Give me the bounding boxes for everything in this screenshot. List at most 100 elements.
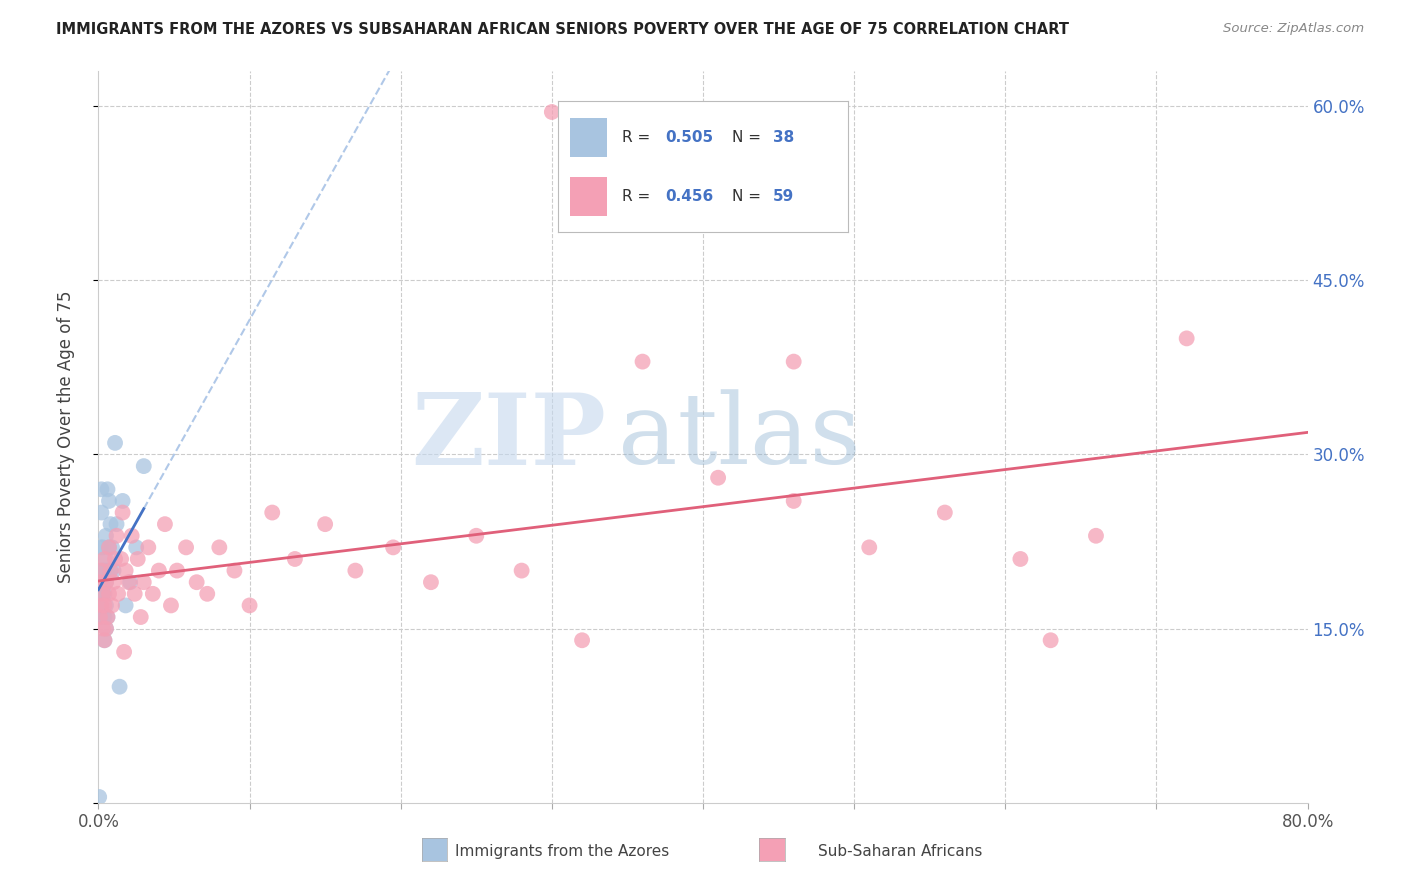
Point bbox=[90, 599, 112, 613]
Point bbox=[90, 506, 112, 520]
Point bbox=[104, 436, 127, 450]
Point bbox=[93, 599, 115, 613]
Point bbox=[93, 552, 115, 566]
Point bbox=[94, 622, 117, 636]
Point bbox=[344, 564, 367, 578]
Point bbox=[114, 599, 136, 613]
Point bbox=[121, 529, 143, 543]
Point bbox=[314, 517, 336, 532]
Point bbox=[90, 587, 112, 601]
Point bbox=[284, 552, 307, 566]
Point bbox=[1010, 552, 1032, 566]
Point bbox=[510, 564, 533, 578]
Point bbox=[89, 564, 111, 578]
Point bbox=[93, 564, 115, 578]
Point bbox=[136, 541, 159, 555]
Point bbox=[98, 494, 121, 508]
Point bbox=[1175, 331, 1198, 345]
Point bbox=[100, 517, 122, 532]
Point bbox=[104, 552, 127, 566]
Text: Source: ZipAtlas.com: Source: ZipAtlas.com bbox=[1223, 22, 1364, 36]
Point bbox=[90, 483, 112, 497]
Point bbox=[153, 517, 176, 532]
Point bbox=[108, 680, 131, 694]
Point bbox=[91, 575, 114, 590]
Point bbox=[96, 483, 118, 497]
Point bbox=[93, 610, 115, 624]
Point bbox=[262, 506, 284, 520]
Point bbox=[89, 599, 111, 613]
Point bbox=[103, 575, 125, 590]
Point bbox=[89, 610, 111, 624]
Point bbox=[90, 564, 112, 578]
Point bbox=[91, 622, 114, 636]
Point bbox=[124, 587, 146, 601]
Point bbox=[127, 552, 149, 566]
Point bbox=[107, 587, 129, 601]
Point bbox=[132, 575, 155, 590]
Text: Sub-Saharan Africans: Sub-Saharan Africans bbox=[818, 845, 981, 859]
Point bbox=[111, 506, 134, 520]
Point bbox=[100, 564, 122, 578]
Point bbox=[90, 541, 112, 555]
Point bbox=[160, 599, 183, 613]
Point bbox=[208, 541, 231, 555]
Point bbox=[129, 610, 152, 624]
Point bbox=[103, 564, 125, 578]
Point bbox=[465, 529, 488, 543]
Point bbox=[93, 633, 115, 648]
Point bbox=[100, 564, 122, 578]
Text: ZIP: ZIP bbox=[412, 389, 606, 485]
Point bbox=[89, 789, 111, 804]
Point bbox=[420, 575, 443, 590]
Point bbox=[239, 599, 262, 613]
Point bbox=[858, 541, 880, 555]
Point bbox=[89, 575, 111, 590]
Point bbox=[91, 587, 114, 601]
Point bbox=[93, 633, 115, 648]
Text: Immigrants from the Azores: Immigrants from the Azores bbox=[456, 845, 669, 859]
Point bbox=[98, 541, 121, 555]
Point bbox=[94, 575, 117, 590]
Point bbox=[94, 575, 117, 590]
Point bbox=[224, 564, 246, 578]
Point bbox=[98, 541, 121, 555]
Point bbox=[94, 599, 117, 613]
Point bbox=[112, 645, 135, 659]
Point bbox=[96, 564, 118, 578]
Point bbox=[101, 541, 124, 555]
Point bbox=[110, 552, 132, 566]
Point bbox=[571, 633, 593, 648]
Point bbox=[93, 587, 115, 601]
Point bbox=[114, 564, 136, 578]
Point bbox=[91, 587, 114, 601]
Point bbox=[120, 575, 142, 590]
Point bbox=[118, 575, 141, 590]
Point bbox=[707, 471, 730, 485]
Point bbox=[1039, 633, 1062, 648]
Point bbox=[540, 105, 562, 120]
Y-axis label: Seniors Poverty Over the Age of 75: Seniors Poverty Over the Age of 75 bbox=[56, 291, 75, 583]
Point bbox=[105, 529, 128, 543]
Point bbox=[94, 622, 117, 636]
Point bbox=[96, 610, 118, 624]
Point bbox=[96, 610, 118, 624]
Point bbox=[166, 564, 188, 578]
Point bbox=[101, 599, 124, 613]
Point bbox=[195, 587, 218, 601]
Point bbox=[1085, 529, 1108, 543]
Point bbox=[94, 552, 117, 566]
Point bbox=[91, 564, 114, 578]
Point bbox=[382, 541, 405, 555]
Text: atlas: atlas bbox=[619, 389, 860, 485]
Point bbox=[174, 541, 197, 555]
Point bbox=[94, 529, 117, 543]
Point bbox=[98, 587, 121, 601]
Point bbox=[91, 541, 114, 555]
Point bbox=[631, 354, 654, 368]
Point bbox=[142, 587, 165, 601]
Point bbox=[186, 575, 208, 590]
Point bbox=[111, 494, 134, 508]
Point bbox=[132, 459, 155, 474]
Point bbox=[783, 494, 806, 508]
